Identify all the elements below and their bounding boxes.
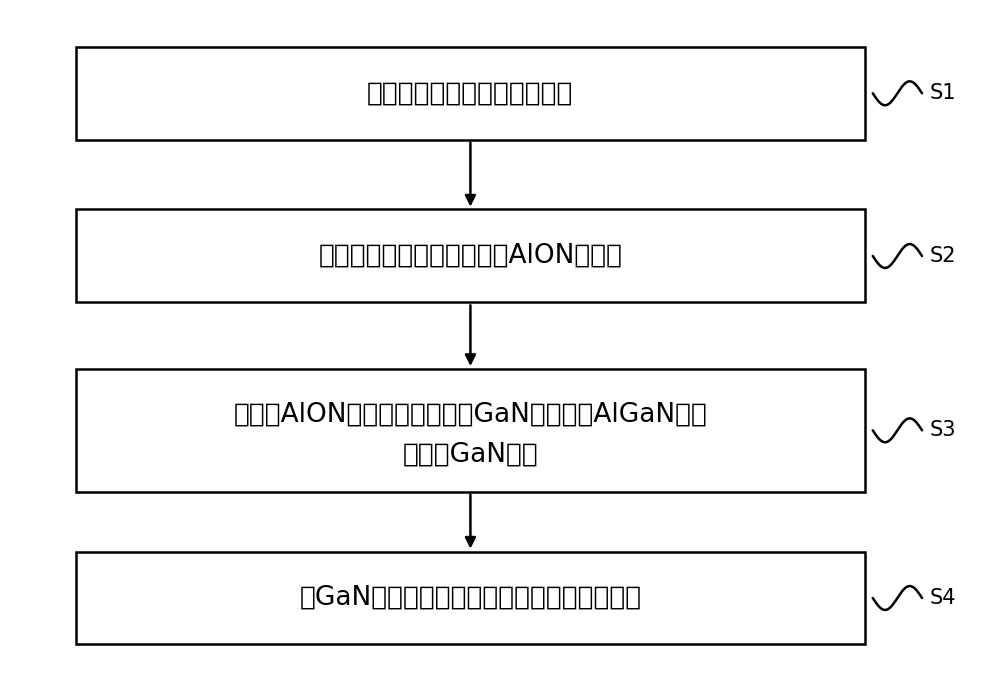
Text: 在溅射AlON过渡层上依次生长GaN缓冲层、AlGaN势垒: 在溅射AlON过渡层上依次生长GaN缓冲层、AlGaN势垒 xyxy=(233,401,707,427)
Bar xyxy=(76,551,865,645)
Bar xyxy=(76,210,865,302)
Text: 获取金刚石衬底并进行预处理: 获取金刚石衬底并进行预处理 xyxy=(367,80,574,106)
Text: S3: S3 xyxy=(930,420,956,440)
Text: 在金刚石衬底表面形成溅射AlON过渡层: 在金刚石衬底表面形成溅射AlON过渡层 xyxy=(318,243,622,269)
Bar xyxy=(76,47,865,140)
Bar xyxy=(76,369,865,492)
Text: 在GaN帽层上制作金属电极以完成器件的制备: 在GaN帽层上制作金属电极以完成器件的制备 xyxy=(299,585,641,611)
Text: 层以及GaN帽层: 层以及GaN帽层 xyxy=(403,442,538,468)
Text: S2: S2 xyxy=(930,246,956,266)
Text: S1: S1 xyxy=(930,83,956,103)
Text: S4: S4 xyxy=(930,588,956,608)
